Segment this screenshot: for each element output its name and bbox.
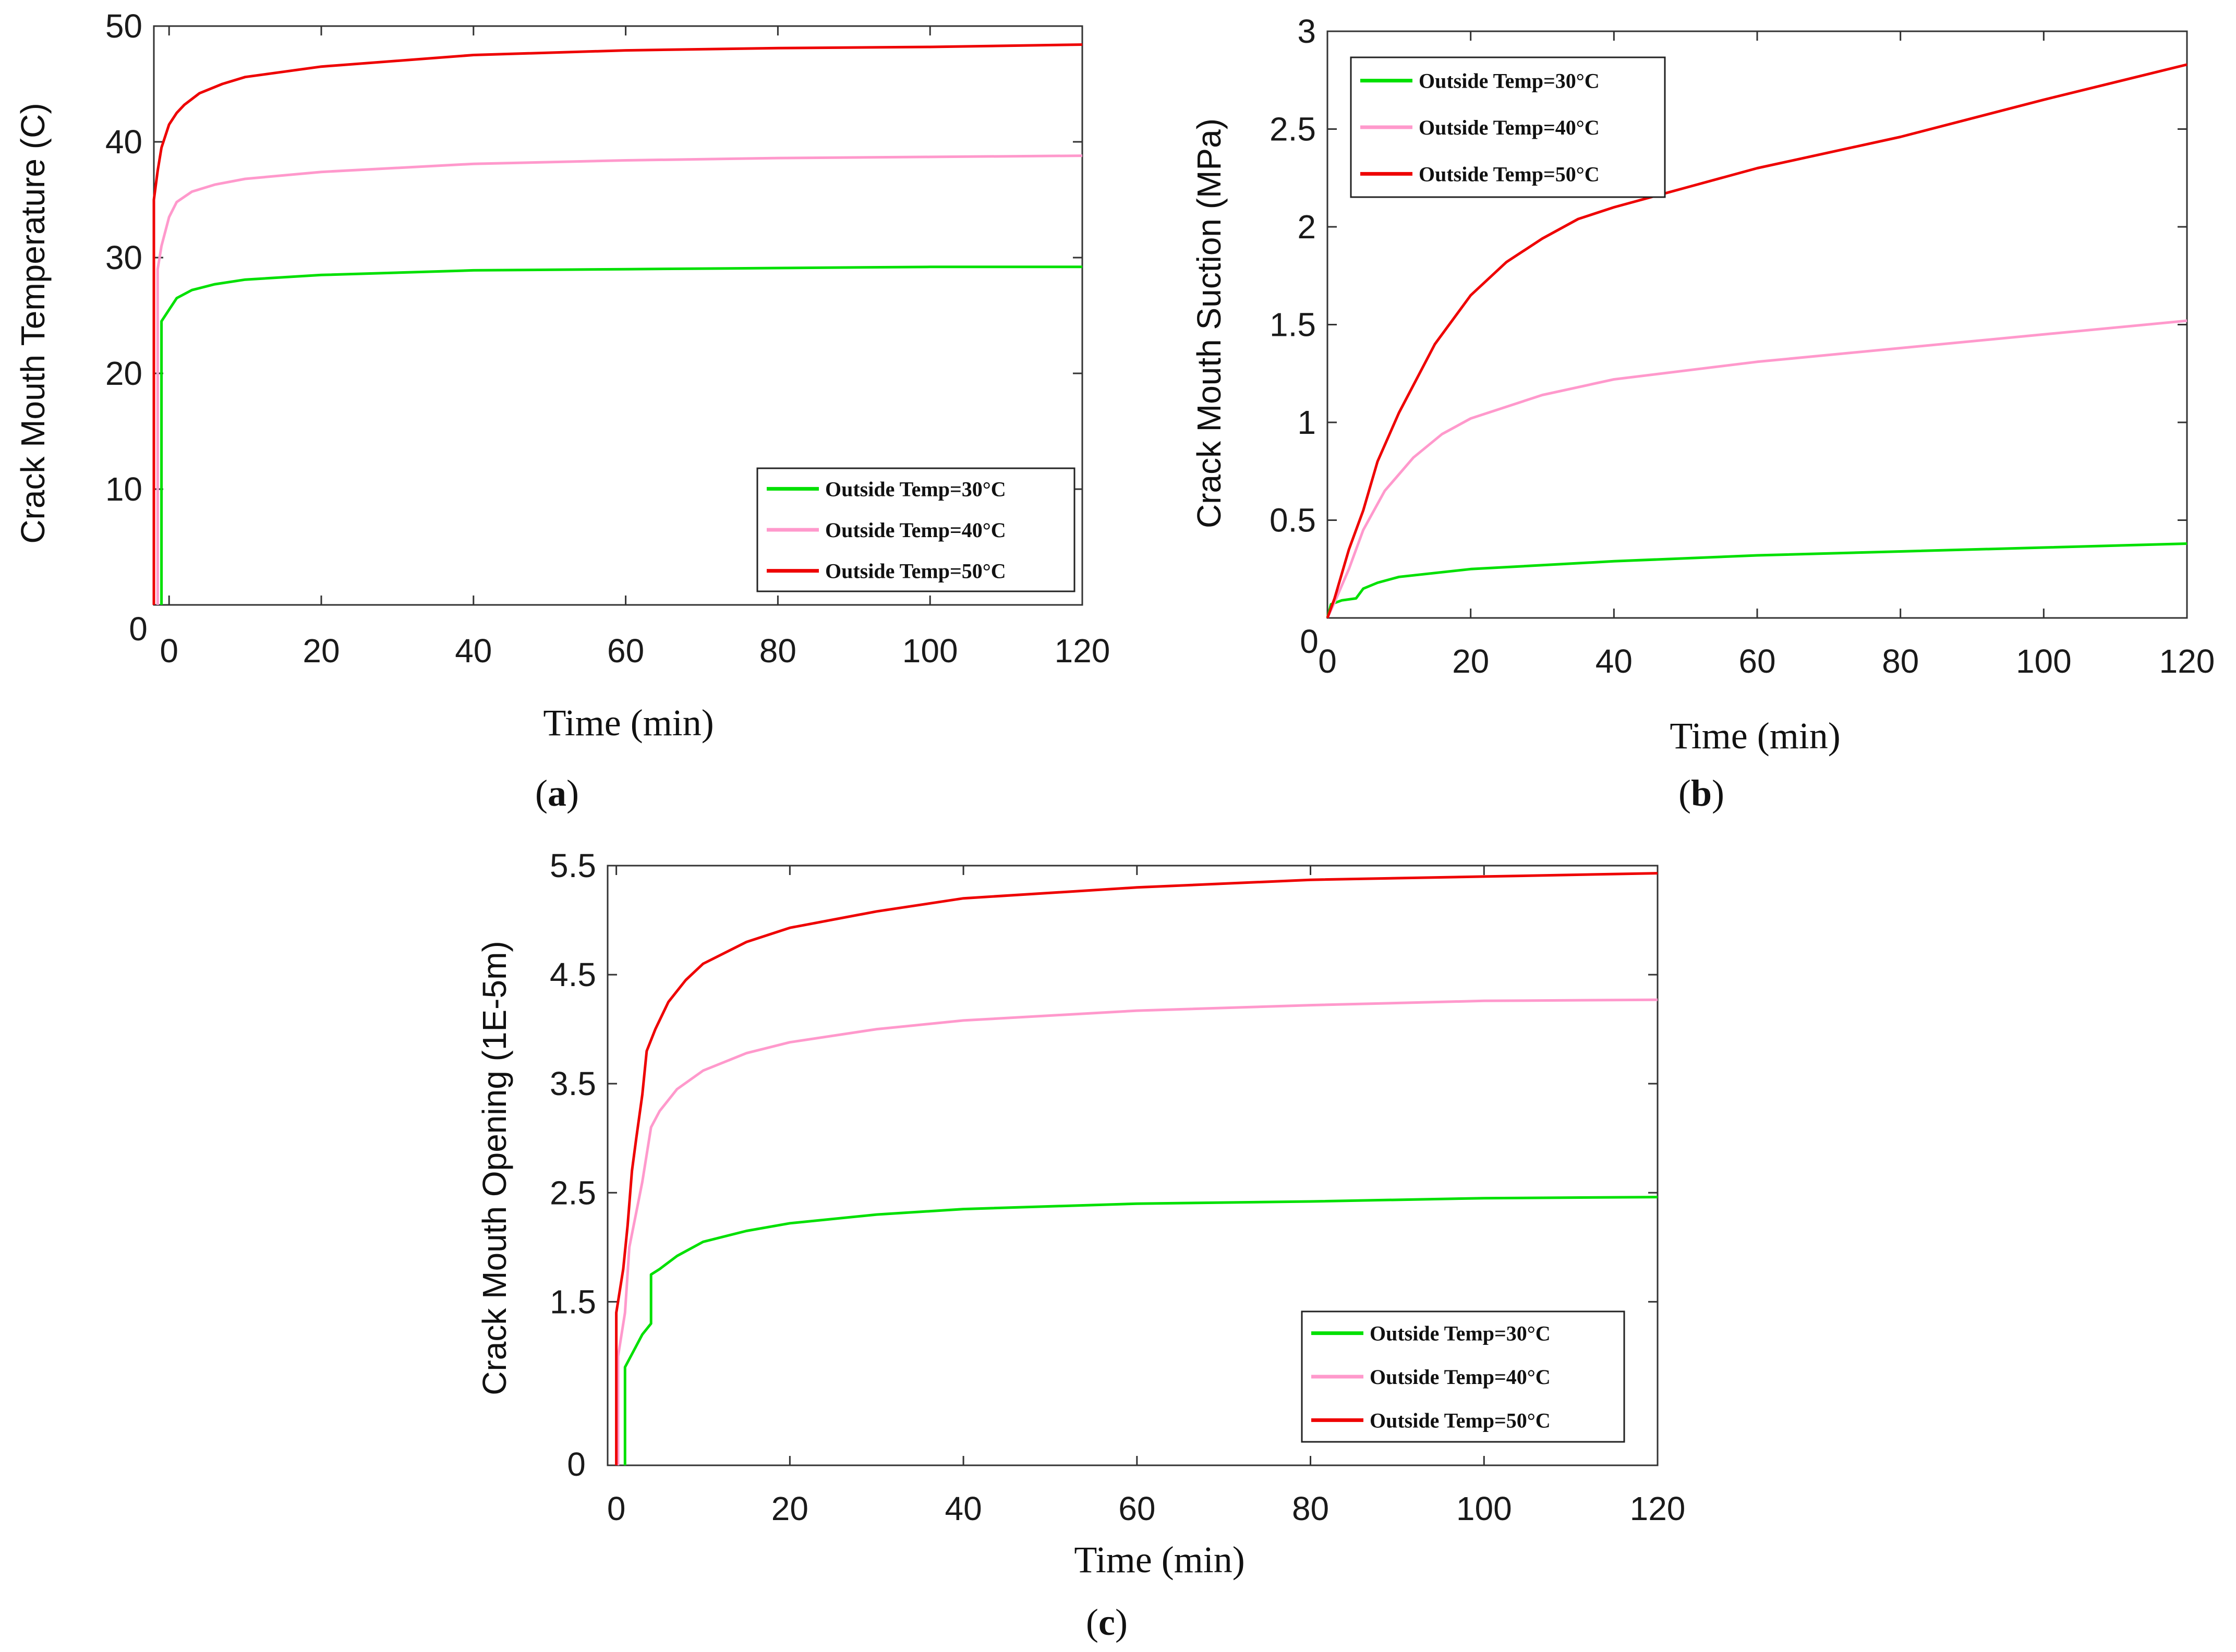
panel-caption: (b) bbox=[1678, 772, 1724, 814]
x-tick-label: 20 bbox=[771, 1490, 808, 1527]
x-tick-label: 80 bbox=[1882, 642, 1919, 680]
plot-frame bbox=[607, 865, 1659, 1466]
x-axis-title: Time (min) bbox=[1074, 1539, 1244, 1581]
y-tick-label: 40 bbox=[105, 123, 142, 161]
y-tick-label: 2.5 bbox=[1270, 111, 1316, 148]
x-tick-label: 20 bbox=[1452, 642, 1489, 680]
y-tick-label: 0.5 bbox=[1270, 502, 1316, 539]
legend-entry-2: Outside Temp=40°C bbox=[825, 518, 1006, 542]
x-tick-label: 40 bbox=[455, 632, 492, 670]
legend-entry-1: Outside Temp=30°C bbox=[1419, 69, 1600, 93]
series-line-2 bbox=[1326, 319, 2187, 619]
panel-c: 0 20 40 60 80 100 120 1.5 2.5 3.5 4.5 5.5 0 Time (min… bbox=[476, 847, 1685, 1643]
series-line-1 bbox=[1326, 542, 2187, 618]
legend: Outside Temp=30°C Outside Temp=40°C Outsid… bbox=[1350, 56, 1666, 198]
x-tick-label: 40 bbox=[1596, 642, 1633, 680]
legend-entry-3: Outside Temp=50°C bbox=[1419, 162, 1600, 186]
x-tick-label: 60 bbox=[1738, 642, 1775, 680]
series-line-2 bbox=[156, 154, 1083, 605]
x-tick-label: 100 bbox=[2016, 642, 2072, 680]
series-line-1 bbox=[160, 265, 1082, 605]
x-tick-label: 120 bbox=[1055, 632, 1110, 670]
y-tick-label: 1 bbox=[1297, 404, 1316, 441]
x-tick-label: 40 bbox=[945, 1490, 982, 1527]
legend-entry-1: Outside Temp=30°C bbox=[825, 477, 1006, 501]
y-tick-label: 50 bbox=[105, 7, 142, 45]
x-tick-label: 120 bbox=[2159, 642, 2215, 680]
y-axis-title: Crack Mouth Temperature (C) bbox=[14, 103, 52, 543]
x-tick-label: 0 bbox=[1318, 642, 1337, 680]
y-axis-title: Crack Mouth Opening (1E-5m) bbox=[476, 941, 513, 1395]
series-line-1 bbox=[623, 1196, 1658, 1465]
y-axis-title: Crack Mouth Suction (MPa) bbox=[1190, 118, 1228, 528]
x-tick-label: 60 bbox=[1118, 1490, 1155, 1527]
y-tick-label: 4.5 bbox=[550, 956, 596, 993]
y-tick-label: 1.5 bbox=[550, 1283, 596, 1320]
x-tick-label: 60 bbox=[607, 632, 644, 670]
panel-b: 0 20 40 60 80 100 120 0.5 1 1.5 2 2.5 3 0 Time (min) Cr… bbox=[1190, 13, 2215, 814]
x-tick-label: 0 bbox=[607, 1490, 626, 1527]
origin-zero-label: 0 bbox=[1300, 623, 1319, 660]
x-tick-label: 120 bbox=[1630, 1490, 1686, 1527]
legend-entry-3: Outside Temp=50°C bbox=[825, 560, 1006, 583]
legend-entry-2: Outside Temp=40°C bbox=[1370, 1365, 1551, 1389]
series-line-3 bbox=[152, 43, 1083, 605]
legend-entry-1: Outside Temp=30°C bbox=[1370, 1322, 1551, 1345]
x-tick-label: 20 bbox=[303, 632, 340, 670]
series-line-2 bbox=[617, 998, 1658, 1465]
origin-zero-label: 0 bbox=[129, 610, 148, 648]
y-tick-label: 20 bbox=[105, 355, 142, 392]
x-tick-label: 100 bbox=[1456, 1490, 1512, 1527]
x-tick-label: 0 bbox=[160, 632, 178, 670]
y-tick-label: 30 bbox=[105, 239, 142, 276]
y-tick-label: 1.5 bbox=[1270, 306, 1316, 344]
panel-a: 0 20 40 60 80 100 120 10 20 30 40 50 0 Time (min) Crac… bbox=[14, 7, 1110, 814]
series-line-3 bbox=[615, 872, 1658, 1465]
series-line-3 bbox=[1326, 63, 2187, 618]
y-tick-label: 5.5 bbox=[550, 847, 596, 884]
x-tick-label: 80 bbox=[759, 632, 796, 670]
y-tick-label: 2 bbox=[1297, 208, 1316, 246]
x-tick-label: 80 bbox=[1292, 1490, 1329, 1527]
y-tick-label: 10 bbox=[105, 470, 142, 508]
x-axis-title: Time (min) bbox=[1670, 715, 1840, 757]
y-tick-label: 3.5 bbox=[550, 1065, 596, 1102]
x-tick-label: 100 bbox=[902, 632, 958, 670]
legend: Outside Temp=30°C Outside Temp=40°C Outsid… bbox=[1301, 1310, 1625, 1443]
panel-caption: (c) bbox=[1086, 1601, 1128, 1643]
origin-zero-label: 0 bbox=[567, 1446, 586, 1483]
legend-entry-2: Outside Temp=40°C bbox=[1419, 116, 1600, 139]
panel-caption: (a) bbox=[535, 772, 579, 814]
y-tick-label: 3 bbox=[1297, 13, 1316, 50]
legend: Outside Temp=30°C Outside Temp=40°C Outsid… bbox=[756, 467, 1075, 592]
y-tick-label: 2.5 bbox=[550, 1174, 596, 1211]
x-axis-title: Time (min) bbox=[543, 702, 714, 744]
legend-entry-3: Outside Temp=50°C bbox=[1370, 1408, 1551, 1432]
